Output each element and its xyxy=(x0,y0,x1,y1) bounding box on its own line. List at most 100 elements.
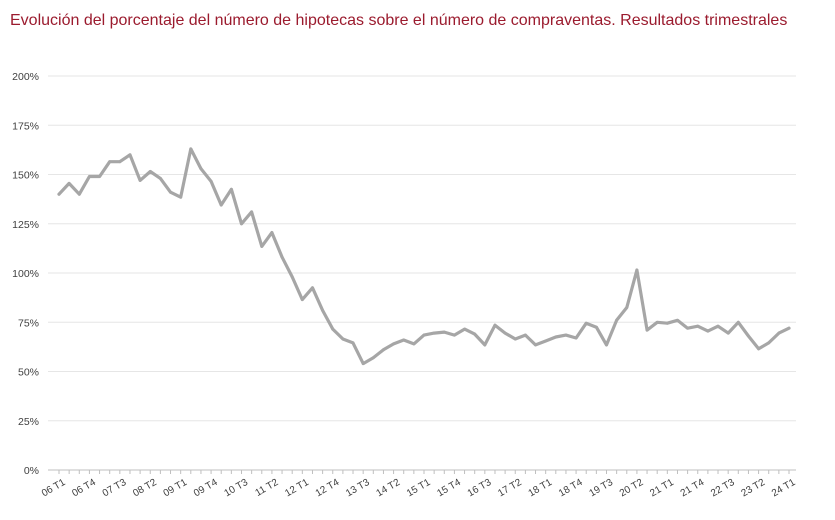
data-point xyxy=(706,329,710,333)
data-point xyxy=(757,347,760,351)
data-point xyxy=(686,326,690,330)
y-tick-label: 0% xyxy=(24,465,39,477)
data-point xyxy=(402,338,406,342)
data-point xyxy=(787,326,791,330)
x-tick-label: 14 T2 xyxy=(375,477,403,499)
data-point xyxy=(574,336,578,340)
chart-title: Evolución del porcentaje del número de h… xyxy=(10,12,788,29)
data-point xyxy=(209,179,213,183)
data-point xyxy=(696,324,700,328)
data-point xyxy=(341,337,345,341)
data-point xyxy=(321,309,325,312)
data-point xyxy=(118,160,122,164)
x-tick-label: 19 T3 xyxy=(587,477,615,499)
data-point xyxy=(736,320,740,324)
x-tick-label: 09 T1 xyxy=(162,477,190,499)
data-point xyxy=(412,342,416,346)
y-tick-label: 50% xyxy=(18,367,39,379)
x-tick-label: 10 T3 xyxy=(222,477,250,499)
data-point xyxy=(777,331,781,335)
data-point xyxy=(453,333,456,337)
data-point xyxy=(250,210,254,214)
data-point xyxy=(422,333,426,337)
y-tick-label: 200% xyxy=(12,71,39,83)
data-point xyxy=(169,190,172,194)
data-point xyxy=(382,348,385,352)
data-point xyxy=(128,153,132,157)
x-tick-label: 18 T1 xyxy=(527,477,555,499)
x-tick-label: 21 T1 xyxy=(648,477,676,499)
data-point xyxy=(57,192,61,196)
y-axis-ticks: 0% 25% 50% 75% 100% 125% 150% 175% 200% xyxy=(12,71,39,477)
data-point xyxy=(290,275,294,279)
data-point xyxy=(665,321,669,325)
data-point xyxy=(594,325,598,329)
y-tick-label: 75% xyxy=(18,317,39,329)
data-point xyxy=(67,181,71,185)
data-point xyxy=(493,323,497,327)
x-tick-label: 22 T3 xyxy=(709,477,737,499)
data-point xyxy=(270,231,274,235)
data-point xyxy=(625,306,629,309)
data-point xyxy=(392,342,395,346)
data-point xyxy=(77,192,81,196)
x-tick-label: 15 T1 xyxy=(405,477,433,499)
x-tick-label: 13 T3 xyxy=(344,477,372,499)
x-tick-label: 16 T3 xyxy=(466,477,494,499)
data-point xyxy=(148,170,152,173)
data-point xyxy=(655,320,659,324)
data-point xyxy=(199,167,203,170)
data-point xyxy=(98,175,101,178)
data-point xyxy=(108,160,112,164)
data-point xyxy=(300,298,304,301)
data-point xyxy=(473,332,477,336)
x-tick-label: 23 T2 xyxy=(740,477,768,499)
data-point xyxy=(351,341,355,345)
data-point xyxy=(767,341,771,345)
data-point xyxy=(503,331,507,335)
data-point xyxy=(513,337,517,341)
data-point xyxy=(442,330,446,334)
x-tick-label: 17 T2 xyxy=(496,477,524,499)
data-point xyxy=(676,318,679,322)
data-point xyxy=(483,343,487,347)
x-tick-label: 06 T4 xyxy=(70,477,98,499)
series-layer xyxy=(57,147,791,366)
y-tick-label: 125% xyxy=(12,219,39,231)
x-axis-ticks: 06 T1 06 T4 07 T3 08 T2 09 T1 09 T4 10 T3 11 T2… xyxy=(40,477,798,499)
data-point xyxy=(615,318,619,322)
data-point xyxy=(179,195,183,199)
data-point xyxy=(645,328,649,332)
data-point xyxy=(726,331,730,335)
data-point xyxy=(564,333,568,337)
data-point xyxy=(158,177,162,180)
data-point xyxy=(371,356,375,360)
data-point xyxy=(534,343,537,347)
data-point xyxy=(88,175,91,178)
data-point xyxy=(635,268,639,272)
x-tick-label: 24 T1 xyxy=(770,477,798,499)
data-point xyxy=(219,203,223,207)
data-point xyxy=(432,331,436,335)
y-tick-label: 175% xyxy=(12,120,39,132)
data-point xyxy=(716,324,720,328)
data-point xyxy=(331,327,335,331)
data-point xyxy=(260,245,264,248)
data-point xyxy=(280,255,284,259)
x-tick-label: 11 T2 xyxy=(253,477,280,499)
x-tick-label: 12 T1 xyxy=(283,477,311,499)
data-point xyxy=(554,335,558,339)
x-tick-label: 18 T4 xyxy=(557,477,585,499)
x-tick-label: 09 T4 xyxy=(192,477,220,499)
x-tick-label: 21 T4 xyxy=(679,477,707,499)
data-point xyxy=(311,286,314,290)
data-point xyxy=(605,343,608,347)
data-point xyxy=(189,147,193,151)
data-point xyxy=(361,362,365,366)
data-point xyxy=(544,339,548,343)
data-point xyxy=(747,334,750,338)
data-point xyxy=(240,222,243,226)
x-tick-label: 12 T4 xyxy=(314,477,342,499)
data-point xyxy=(523,333,527,337)
